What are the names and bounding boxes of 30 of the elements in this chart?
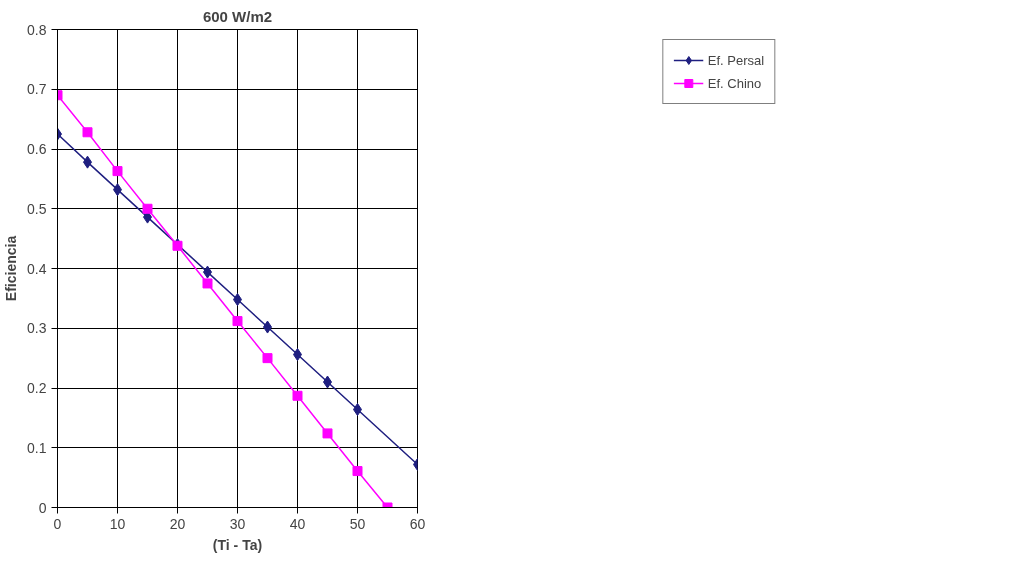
x-tick-label: 30 [229, 515, 246, 532]
y-tick-label: 0.4 [27, 260, 47, 277]
y-tick-label: 0.5 [27, 200, 47, 217]
point [322, 428, 333, 439]
x-tick-label: 20 [169, 515, 186, 532]
y-tick-label: 0.7 [27, 81, 47, 98]
y-tick-label: 0.1 [27, 439, 47, 456]
point [292, 390, 303, 401]
y-tick-label: 0.3 [27, 320, 47, 337]
x-tick-label: 0 [53, 515, 62, 532]
chart-title: 600 W/m2 [202, 7, 273, 25]
y-tick-label: 0.6 [27, 141, 47, 157]
point [232, 316, 243, 327]
y-axis-title: Eficiencia [3, 235, 20, 302]
x-tick-label: 10 [109, 515, 126, 532]
legend-label: Ef. Chino [707, 75, 762, 91]
legend-label: Ef. Persal [707, 52, 765, 68]
point [262, 353, 273, 364]
y-tick-label: 0 [38, 499, 47, 516]
x-tick-label: 50 [349, 515, 366, 532]
point [142, 203, 153, 214]
point [202, 278, 213, 289]
point [112, 166, 123, 177]
point [352, 466, 363, 477]
x-axis-title: (Ti - Ta) [212, 536, 263, 553]
y-tick-label: 0.8 [27, 21, 47, 38]
x-tick-label: 40 [289, 515, 306, 532]
x-tick-label: 60 [409, 515, 426, 532]
y-tick-label: 0.2 [27, 380, 47, 396]
point [82, 127, 93, 138]
